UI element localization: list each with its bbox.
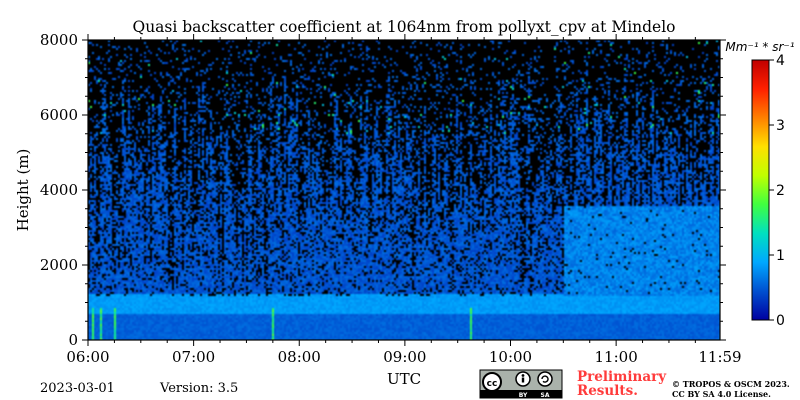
y-tick-label: 8000 bbox=[40, 31, 78, 49]
colorbar-tick-label: 0 bbox=[776, 313, 785, 329]
chart-title: Quasi backscatter coefficient at 1064nm … bbox=[132, 18, 675, 36]
y-tick-label: 4000 bbox=[40, 181, 78, 199]
y-axis-label: Height (m) bbox=[14, 149, 32, 232]
footer: 2023-03-01 Version: 3.5 cc BY SA Prelimi… bbox=[40, 369, 790, 399]
colorbar-gradient bbox=[751, 59, 770, 321]
preliminary-line1: Preliminary bbox=[577, 369, 667, 385]
y-tick-label: 2000 bbox=[40, 256, 78, 274]
preliminary-line2: Results. bbox=[577, 383, 638, 399]
x-axis-label: UTC bbox=[387, 370, 421, 388]
svg-text:cc: cc bbox=[487, 379, 498, 389]
colorbar-tick-label: 4 bbox=[776, 53, 785, 69]
y-tick-label: 6000 bbox=[40, 106, 78, 124]
heatmap-area bbox=[87, 39, 721, 341]
copyright-line2: CC BY SA 4.0 License. bbox=[672, 389, 771, 399]
y-tick-label: 0 bbox=[68, 331, 78, 349]
version-label: Version: 3.5 bbox=[159, 381, 238, 396]
colorbar-tick-label: 1 bbox=[776, 248, 785, 264]
cc-by-sa-badge: cc BY SA bbox=[479, 369, 563, 399]
colorbar-ticks: 0 1 2 3 4 bbox=[769, 53, 785, 329]
x-tick-label: 11:00 bbox=[595, 348, 638, 366]
x-tick-label: 07:00 bbox=[172, 348, 215, 366]
badge-by: BY bbox=[519, 392, 528, 399]
colorbar-unit: Mm⁻¹ * sr⁻¹ bbox=[725, 40, 794, 54]
x-tick-label: 09:00 bbox=[383, 348, 426, 366]
x-tick-label: 08:00 bbox=[278, 348, 321, 366]
colorbar-tick-label: 3 bbox=[776, 118, 785, 134]
x-tick-label: 11:59 bbox=[698, 348, 741, 366]
date-label: 2023-03-01 bbox=[40, 381, 115, 396]
x-tick-label: 06:00 bbox=[66, 348, 109, 366]
x-axis: 06:00 07:00 08:00 09:00 10:00 11:00 11:59 bbox=[66, 34, 742, 366]
badge-sa: SA bbox=[541, 392, 550, 399]
sa-icon bbox=[537, 371, 553, 387]
cc-icon bbox=[482, 372, 502, 392]
colorbar: 0 1 2 3 4 Mm⁻¹ * sr⁻¹ bbox=[725, 40, 794, 329]
y-axis: 0 2000 4000 6000 8000 bbox=[40, 31, 726, 349]
x-tick-label: 10:00 bbox=[489, 348, 532, 366]
colorbar-tick-label: 2 bbox=[776, 183, 785, 199]
heatmap-image bbox=[88, 40, 720, 340]
copyright-line1: © TROPOS & OSCM 2023. bbox=[672, 379, 790, 389]
